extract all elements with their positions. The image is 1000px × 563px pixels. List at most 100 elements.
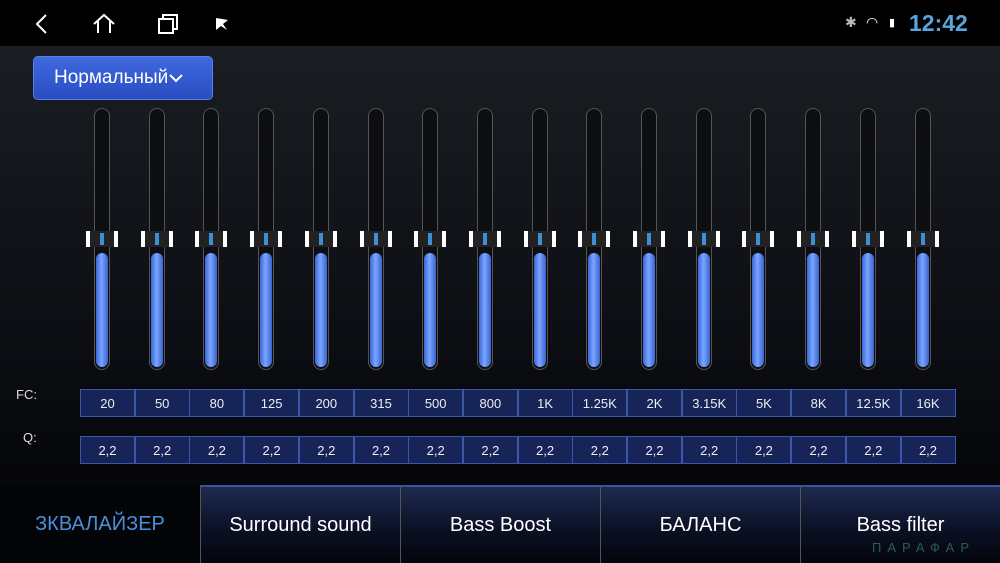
q-value-box[interactable]: 2,2	[134, 436, 190, 464]
slider-handle[interactable]	[195, 231, 228, 247]
slider-fill	[916, 253, 929, 367]
fc-value-box[interactable]: 315	[353, 389, 409, 417]
band-slider[interactable]	[742, 108, 775, 370]
preset-dropdown[interactable]: Нормальный	[33, 56, 213, 100]
q-value-box[interactable]: 2,2	[462, 436, 518, 464]
slider-fill	[533, 253, 546, 367]
fc-value-box[interactable]: 80	[189, 389, 245, 417]
band-slider[interactable]	[633, 108, 665, 370]
slider-handle[interactable]	[523, 231, 556, 247]
back-icon[interactable]	[28, 10, 56, 38]
band-slider[interactable]	[359, 108, 392, 370]
band-slider[interactable]	[304, 108, 337, 370]
fc-value-box[interactable]: 16K	[900, 389, 956, 417]
slider-fill	[260, 253, 273, 367]
slider-handle[interactable]	[851, 231, 884, 247]
fc-value-box[interactable]: 50	[134, 389, 190, 417]
tab-4[interactable]: Bass filter	[800, 485, 1000, 563]
sim-icon: ▮	[889, 17, 896, 29]
slider-handle[interactable]	[468, 231, 501, 247]
slider-handle[interactable]	[906, 231, 939, 247]
tab-2[interactable]: Bass Boost	[400, 485, 600, 563]
band-slider[interactable]	[86, 108, 118, 370]
fc-value-box[interactable]: 125	[244, 389, 300, 417]
slider-fill	[861, 253, 874, 367]
band-slider[interactable]	[797, 108, 830, 370]
slider-fill	[697, 253, 710, 367]
fc-value-box[interactable]: 800	[462, 389, 518, 417]
slider-handle[interactable]	[140, 231, 173, 247]
slider-handle[interactable]	[86, 231, 118, 247]
fc-value-box[interactable]: 8K	[791, 389, 847, 417]
slider-handle[interactable]	[742, 231, 775, 247]
band-slider[interactable]	[906, 108, 939, 370]
band-slider[interactable]	[578, 108, 611, 370]
q-value-box[interactable]: 2,2	[353, 436, 409, 464]
q-label: Q:	[23, 430, 37, 445]
fc-value-box[interactable]: 500	[408, 389, 464, 417]
slider-fill	[205, 253, 218, 367]
wifi-icon: ◠	[866, 14, 879, 30]
bluetooth-icon: ✱	[845, 14, 857, 30]
slider-fill	[424, 253, 437, 367]
q-value-box[interactable]: 2,2	[189, 436, 245, 464]
fc-value-box[interactable]: 12.5K	[845, 389, 901, 417]
slider-handle[interactable]	[414, 231, 447, 247]
band-slider[interactable]	[195, 108, 228, 370]
band-slider[interactable]	[414, 108, 447, 370]
tab-bar: ЗКВАЛАЙЗЕР Surround sound Bass Boost БАЛАНС…	[0, 485, 1000, 563]
band-slider[interactable]	[468, 108, 501, 370]
status-bar: ✱ ◠ ▮ 12:42	[0, 0, 1000, 46]
slider-handle[interactable]	[633, 231, 665, 247]
q-value-box[interactable]: 2,2	[681, 436, 737, 464]
q-value-box[interactable]: 2,2	[80, 436, 135, 464]
slider-handle[interactable]	[578, 231, 611, 247]
slider-handle[interactable]	[687, 231, 720, 247]
slider-fill	[643, 253, 655, 367]
band-slider[interactable]	[687, 108, 720, 370]
chevron-down-icon	[169, 74, 183, 83]
clock: 12:42	[909, 10, 968, 36]
q-value-box[interactable]: 2,2	[791, 436, 847, 464]
slider-fill	[150, 253, 163, 367]
q-value-box[interactable]: 2,2	[627, 436, 682, 464]
q-value-box[interactable]: 2,2	[298, 436, 354, 464]
slider-fill	[752, 253, 765, 367]
band-slider[interactable]	[250, 108, 283, 370]
slider-handle[interactable]	[359, 231, 392, 247]
band-slider[interactable]	[140, 108, 173, 370]
preset-label: Нормальный	[54, 67, 169, 88]
tab-0[interactable]: ЗКВАЛАЙЗЕР	[35, 512, 165, 535]
recent-apps-icon[interactable]	[154, 10, 182, 38]
q-value-box[interactable]: 2,2	[244, 436, 300, 464]
slider-fill	[314, 253, 327, 367]
q-value-box[interactable]: 2,2	[900, 436, 956, 464]
band-slider[interactable]	[523, 108, 556, 370]
fc-value-box[interactable]: 5K	[736, 389, 792, 417]
slider-handle[interactable]	[797, 231, 830, 247]
slider-fill	[369, 253, 382, 367]
fc-value-box[interactable]: 1.25K	[572, 389, 628, 417]
slider-fill	[478, 253, 491, 367]
slider-fill	[96, 253, 108, 367]
fc-value-box[interactable]: 20	[80, 389, 135, 417]
slider-handle[interactable]	[304, 231, 337, 247]
tab-1[interactable]: Surround sound	[200, 485, 400, 563]
tab-3[interactable]: БАЛАНС	[600, 485, 800, 563]
q-value-box[interactable]: 2,2	[736, 436, 792, 464]
slider-fill	[807, 253, 820, 367]
fc-label: FC:	[16, 387, 37, 402]
fc-value-box[interactable]: 200	[298, 389, 354, 417]
fc-value-box[interactable]: 1K	[517, 389, 573, 417]
q-value-box[interactable]: 2,2	[517, 436, 573, 464]
fc-value-box[interactable]: 3.15K	[681, 389, 737, 417]
slider-fill	[588, 253, 601, 367]
band-slider[interactable]	[851, 108, 884, 370]
fc-value-box[interactable]: 2K	[627, 389, 682, 417]
q-value-box[interactable]: 2,2	[572, 436, 628, 464]
home-icon[interactable]	[90, 10, 118, 38]
slider-handle[interactable]	[250, 231, 283, 247]
media-icon[interactable]	[208, 10, 236, 38]
q-value-box[interactable]: 2,2	[845, 436, 901, 464]
q-value-box[interactable]: 2,2	[408, 436, 464, 464]
